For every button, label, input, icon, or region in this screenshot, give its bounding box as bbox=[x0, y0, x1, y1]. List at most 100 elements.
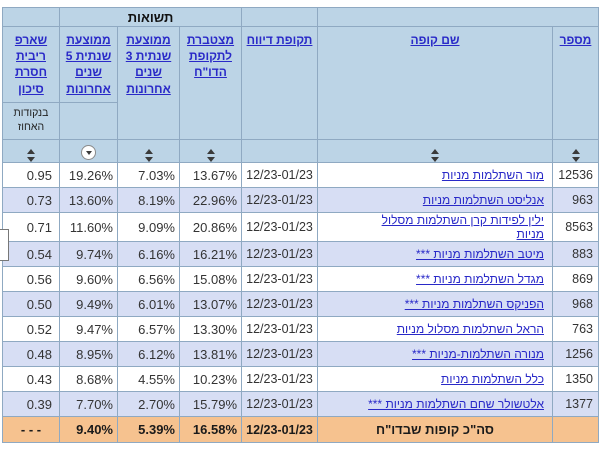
sharpe-cell: 0.95 bbox=[2, 162, 60, 188]
fund-name-link[interactable]: מגדל השתלמות מניות *** bbox=[416, 272, 544, 286]
report-period-cell: 12/23-01/23 bbox=[241, 341, 318, 367]
cumulative-return-cell: 16.21% bbox=[179, 241, 242, 267]
table-row: 968 הפניקס השתלמות מניות *** 12/23-01/23 13… bbox=[2, 291, 599, 317]
total-cumulative-cell: 16.58% bbox=[179, 416, 242, 443]
avg5-header-link[interactable]: ממוצעת שנתית 5 שנים אחרונות bbox=[65, 33, 112, 96]
avg3-return-cell: 7.03% bbox=[117, 162, 180, 188]
cumulative-return-cell: 10.23% bbox=[179, 366, 242, 392]
report-period-cell: 12/23-01/23 bbox=[241, 316, 318, 342]
fund-number-cell: 1377 bbox=[552, 391, 599, 417]
empty-header-cell bbox=[2, 7, 60, 27]
fund-name-cell: מיטב השתלמות מניות *** bbox=[317, 241, 553, 267]
avg3-return-cell: 6.01% bbox=[117, 291, 180, 317]
sort-toggle-icon[interactable] bbox=[144, 148, 153, 162]
fund-name-link[interactable]: מור השתלמות מניות bbox=[441, 168, 544, 182]
sharpe-cell: 0.56 bbox=[2, 266, 60, 292]
avg5-return-cell: 9.49% bbox=[59, 291, 118, 317]
fund-number-cell: 763 bbox=[552, 316, 599, 342]
table-row: 1256 מנורה השתלמות-מניות *** 12/23-01/23 13… bbox=[2, 341, 599, 367]
sort-controls-row bbox=[2, 139, 599, 163]
cumulative-return-cell: 13.81% bbox=[179, 341, 242, 367]
column-header-avg3: ממוצעת שנתית 3 שנים אחרונות bbox=[117, 26, 180, 140]
table-row: 12536 מור השתלמות מניות 12/23-01/23 13.67% 7… bbox=[2, 162, 599, 188]
sort-toggle-icon[interactable] bbox=[431, 148, 439, 162]
fund-number-cell: 883 bbox=[552, 241, 599, 267]
report-period-cell: 12/23-01/23 bbox=[241, 241, 318, 267]
fund-number-cell: 968 bbox=[552, 291, 599, 317]
avg5-return-cell: 9.74% bbox=[59, 241, 118, 267]
avg5-return-cell: 7.70% bbox=[59, 391, 118, 417]
report-period-header-link[interactable]: תקופת דיווח bbox=[246, 33, 313, 47]
table-row: 883 מיטב השתלמות מניות *** 12/23-01/23 16.2… bbox=[2, 241, 599, 267]
fund-number-cell: 963 bbox=[552, 187, 599, 213]
edge-popup-fragment bbox=[0, 229, 9, 261]
sort-cell-fund-name bbox=[317, 139, 553, 163]
fund-name-cell: ילין לפידות קרן השתלמות מסלול מניות bbox=[317, 212, 553, 242]
avg3-return-cell: 2.70% bbox=[117, 391, 180, 417]
fund-number-cell: 1256 bbox=[552, 341, 599, 367]
fund-name-cell: מור השתלמות מניות bbox=[317, 162, 553, 188]
fund-name-cell: הפניקס השתלמות מניות *** bbox=[317, 291, 553, 317]
total-avg3-cell: 5.39% bbox=[117, 416, 180, 443]
fund-name-link[interactable]: אנליסט השתלמות מניות bbox=[422, 193, 544, 207]
sharpe-cell: 0.52 bbox=[2, 316, 60, 342]
empty-header-cell bbox=[241, 7, 318, 27]
column-header-avg5: ממוצעת שנתית 5 שנים אחרונות bbox=[59, 26, 118, 103]
fund-name-link[interactable]: מיטב השתלמות מניות *** bbox=[415, 247, 544, 261]
fund-name-cell: מנורה השתלמות-מניות *** bbox=[317, 341, 553, 367]
number-header-link[interactable]: מספר bbox=[559, 33, 592, 47]
fund-number-cell: 8563 bbox=[552, 212, 599, 242]
total-avg5-cell: 9.40% bbox=[59, 416, 118, 443]
total-report-period-cell: 12/23-01/23 bbox=[241, 416, 318, 443]
sort-toggle-icon[interactable] bbox=[206, 148, 215, 162]
fund-name-link[interactable]: ילין לפידות קרן השתלמות מסלול מניות bbox=[381, 213, 544, 241]
sharpe-header-link[interactable]: שארפ ריבית חסרת סיכון bbox=[14, 33, 48, 96]
cumulative-return-cell: 20.86% bbox=[179, 212, 242, 242]
fund-number-cell: 1350 bbox=[552, 366, 599, 392]
fund-name-link[interactable]: כלל השתלמות מניות bbox=[441, 372, 544, 386]
table-row: 8563 ילין לפידות קרן השתלמות מסלול מניות 1… bbox=[2, 212, 599, 242]
column-header-number: מספר bbox=[552, 26, 599, 140]
cumulative-return-cell: 13.67% bbox=[179, 162, 242, 188]
total-label-cell: סה"כ קופות שבדו"ח bbox=[317, 416, 553, 443]
sort-cell-number bbox=[552, 139, 599, 163]
fund-name-link[interactable]: הראל השתלמות מסלול מניות bbox=[396, 322, 544, 336]
avg5-note-cell bbox=[59, 102, 118, 140]
fund-name-link[interactable]: הפניקס השתלמות מניות *** bbox=[404, 297, 544, 311]
funds-returns-table: תשואות מספר שם קופה תקופת דיווח מצטברת ל… bbox=[2, 7, 599, 443]
column-header-fund-name: שם קופה bbox=[317, 26, 553, 140]
fund-name-cell: הראל השתלמות מסלול מניות bbox=[317, 316, 553, 342]
report-period-cell: 12/23-01/23 bbox=[241, 391, 318, 417]
sort-cell-report-period bbox=[241, 139, 318, 163]
avg3-return-cell: 6.57% bbox=[117, 316, 180, 342]
sharpe-cell: 0.43 bbox=[2, 366, 60, 392]
cumulative-return-cell: 15.79% bbox=[179, 391, 242, 417]
fund-name-link[interactable]: אלטשולר שחם השתלמות מניות *** bbox=[368, 397, 544, 411]
cumulative-return-cell: 13.30% bbox=[179, 316, 242, 342]
sort-cell-cumulative bbox=[179, 139, 242, 163]
cumulative-header-link[interactable]: מצטברת לתקופת הדו"ח bbox=[186, 33, 235, 80]
total-sharpe-cell: - - - bbox=[2, 416, 60, 443]
fund-name-cell: אנליסט השתלמות מניות bbox=[317, 187, 553, 213]
avg3-header-link[interactable]: ממוצעת שנתית 3 שנים אחרונות bbox=[125, 33, 172, 96]
sharpe-cell: 0.50 bbox=[2, 291, 60, 317]
report-period-cell: 12/23-01/23 bbox=[241, 187, 318, 213]
returns-group-header: תשואות bbox=[59, 7, 242, 27]
sort-toggle-icon[interactable] bbox=[571, 148, 580, 162]
sort-cell-avg3 bbox=[117, 139, 180, 163]
fund-name-link[interactable]: מנורה השתלמות-מניות *** bbox=[412, 347, 544, 361]
sharpe-cell: 0.71 bbox=[2, 212, 60, 242]
table-row: 1377 אלטשולר שחם השתלמות מניות *** 12/23-0… bbox=[2, 391, 599, 417]
sharpe-cell: 0.39 bbox=[2, 391, 60, 417]
sort-active-desc-icon[interactable] bbox=[81, 145, 96, 161]
report-period-cell: 12/23-01/23 bbox=[241, 162, 318, 188]
sort-toggle-icon[interactable] bbox=[27, 148, 35, 162]
sort-cell-avg5 bbox=[59, 139, 118, 163]
fund-name-header-link[interactable]: שם קופה bbox=[410, 33, 460, 47]
report-period-cell: 12/23-01/23 bbox=[241, 366, 318, 392]
sharpe-cell: 0.48 bbox=[2, 341, 60, 367]
avg5-return-cell: 8.68% bbox=[59, 366, 118, 392]
cumulative-return-cell: 15.08% bbox=[179, 266, 242, 292]
avg3-return-cell: 6.56% bbox=[117, 266, 180, 292]
sharpe-cell: 0.54 bbox=[2, 241, 60, 267]
